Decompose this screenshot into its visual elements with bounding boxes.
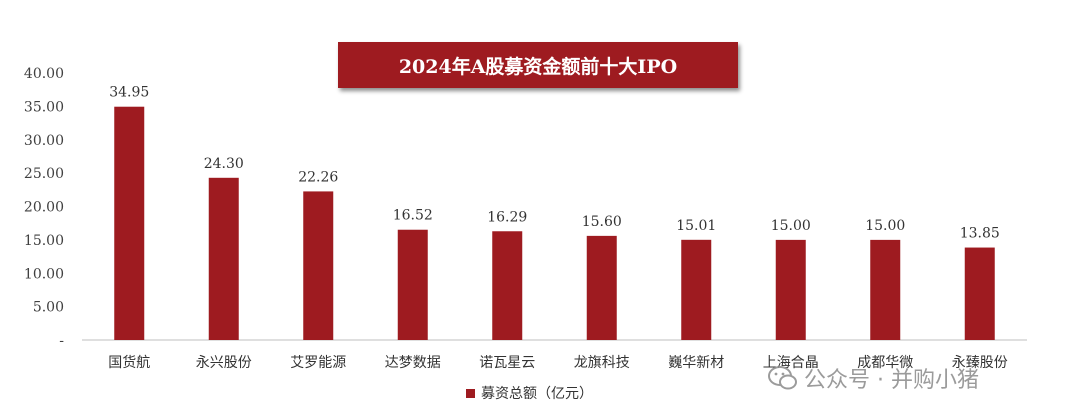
legend: 募资总额（亿元） xyxy=(466,386,593,402)
bar xyxy=(397,229,428,340)
data-label: 15.00 xyxy=(771,218,811,234)
watermark: 公众号 · 并购小猪 xyxy=(768,362,979,394)
y-tick-label: 15.00 xyxy=(24,233,64,249)
legend-label: 募资总额（亿元） xyxy=(481,386,593,402)
x-tick-label: 达梦数据 xyxy=(385,355,441,371)
data-label: 16.52 xyxy=(393,208,433,224)
y-tick-label: - xyxy=(59,333,64,349)
bar xyxy=(870,239,901,340)
y-tick-label: 30.00 xyxy=(24,133,64,149)
data-label: 22.26 xyxy=(298,169,338,185)
x-tick-label: 巍华新材 xyxy=(668,355,724,371)
wechat-icon xyxy=(768,366,797,390)
legend-swatch xyxy=(466,389,475,398)
x-axis-tick-labels: 国货航 永兴股份 艾罗能源 达梦数据 诺瓦星云 龙旗科技 巍华新材 上海合晶 成都华微 永臻股份 xyxy=(108,354,1008,371)
bars xyxy=(114,106,995,341)
bar xyxy=(303,191,334,340)
bar xyxy=(586,235,617,340)
data-label: 15.01 xyxy=(676,218,716,234)
data-label: 24.30 xyxy=(204,156,244,172)
x-tick-label: 艾罗能源 xyxy=(290,355,346,371)
bar xyxy=(208,177,239,340)
y-tick-label: 35.00 xyxy=(24,99,64,115)
bar xyxy=(964,247,995,340)
bar xyxy=(681,239,712,340)
x-tick-label: 永兴股份 xyxy=(196,355,252,371)
data-label: 34.95 xyxy=(109,85,149,101)
x-tick-label: 成都华微 xyxy=(857,355,913,371)
data-labels: 34.95 24.30 22.26 16.52 16.29 15.60 15.01 15.00… xyxy=(109,85,1000,242)
watermark-text: 公众号 · 并购小猪 xyxy=(804,368,979,393)
data-label: 15.60 xyxy=(582,214,622,230)
chart-title-box: 2024年A股募资金额前十大IPO xyxy=(338,42,738,88)
data-label: 16.29 xyxy=(487,209,527,225)
bar xyxy=(114,106,145,341)
x-tick-label: 诺瓦星云 xyxy=(479,355,535,371)
y-tick-label: 20.00 xyxy=(24,200,64,216)
x-tick-label: 龙旗科技 xyxy=(574,355,630,371)
y-tick-label: 5.00 xyxy=(33,300,64,316)
bar xyxy=(492,231,523,340)
chart-title: 2024年A股募资金额前十大IPO xyxy=(398,55,678,78)
y-tick-label: 25.00 xyxy=(24,166,64,182)
y-tick-label: 40.00 xyxy=(24,66,64,82)
y-tick-label: 10.00 xyxy=(24,266,64,282)
x-tick-label: 国货航 xyxy=(108,354,150,371)
data-label: 15.00 xyxy=(865,218,905,234)
x-tick-label: 永臻股份 xyxy=(952,355,1008,371)
y-axis-ticks: - 5.00 10.00 15.00 20.00 25.00 30.00 35.00 40.00 xyxy=(24,66,64,349)
bar xyxy=(775,239,806,340)
data-label: 13.85 xyxy=(960,226,1000,242)
